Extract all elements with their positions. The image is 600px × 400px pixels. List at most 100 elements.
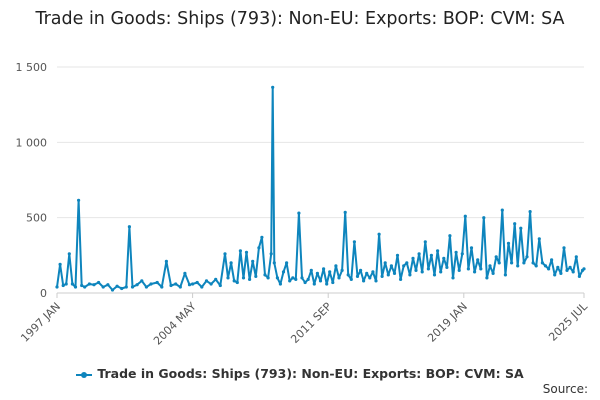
data-point[interactable] <box>556 265 560 269</box>
data-point[interactable] <box>260 235 264 239</box>
data-point[interactable] <box>322 267 326 271</box>
data-point[interactable] <box>519 226 523 230</box>
data-point[interactable] <box>64 282 68 286</box>
data-point[interactable] <box>124 285 128 289</box>
data-point[interactable] <box>460 252 464 256</box>
data-point[interactable] <box>187 283 192 287</box>
data-point[interactable] <box>571 270 575 274</box>
data-point[interactable] <box>423 240 427 244</box>
data-point[interactable] <box>281 270 286 274</box>
data-point[interactable] <box>365 271 369 275</box>
data-point[interactable] <box>110 288 115 292</box>
data-point[interactable] <box>312 282 316 286</box>
data-point[interactable] <box>420 270 424 274</box>
data-point[interactable] <box>272 261 276 265</box>
data-point[interactable] <box>482 216 486 220</box>
data-point[interactable] <box>439 270 443 274</box>
data-point[interactable] <box>67 252 71 256</box>
data-point[interactable] <box>451 276 455 280</box>
data-point[interactable] <box>399 277 403 281</box>
data-point[interactable] <box>275 276 279 280</box>
data-point[interactable] <box>183 271 187 275</box>
data-point[interactable] <box>248 277 252 281</box>
data-point[interactable] <box>485 276 489 280</box>
data-point[interactable] <box>195 280 199 285</box>
data-point[interactable] <box>130 285 135 289</box>
data-point[interactable] <box>463 214 467 218</box>
data-point[interactable] <box>337 276 341 280</box>
data-point[interactable] <box>303 280 307 285</box>
data-point[interactable] <box>155 280 159 285</box>
data-point[interactable] <box>106 283 110 287</box>
data-point[interactable] <box>500 208 504 212</box>
data-point[interactable] <box>101 285 105 289</box>
data-point[interactable] <box>355 274 360 278</box>
data-point[interactable] <box>254 274 258 278</box>
data-point[interactable] <box>374 279 378 283</box>
data-point[interactable] <box>408 273 412 277</box>
data-point[interactable] <box>120 286 124 291</box>
data-point[interactable] <box>531 261 535 265</box>
data-point[interactable] <box>77 198 81 202</box>
data-point[interactable] <box>144 285 148 289</box>
data-point[interactable] <box>226 276 230 280</box>
data-point[interactable] <box>392 271 397 275</box>
data-point[interactable] <box>432 273 437 277</box>
data-point[interactable] <box>426 267 430 271</box>
data-point[interactable] <box>87 282 91 286</box>
data-point[interactable] <box>362 279 366 283</box>
data-point[interactable] <box>334 264 338 268</box>
data-point[interactable] <box>73 285 78 289</box>
data-point[interactable] <box>383 261 387 265</box>
data-point[interactable] <box>294 277 298 281</box>
data-point[interactable] <box>516 264 520 268</box>
data-point[interactable] <box>346 273 350 277</box>
data-point[interactable] <box>510 261 514 265</box>
data-point[interactable] <box>229 261 233 265</box>
data-point[interactable] <box>297 211 301 215</box>
data-point[interactable] <box>445 265 449 269</box>
data-point[interactable] <box>359 268 363 272</box>
data-point[interactable] <box>395 253 400 257</box>
data-point[interactable] <box>442 256 446 260</box>
data-point[interactable] <box>191 282 195 286</box>
data-point[interactable] <box>97 280 101 285</box>
data-point[interactable] <box>473 270 477 274</box>
data-point[interactable] <box>318 279 323 283</box>
data-point[interactable] <box>402 264 406 268</box>
data-point[interactable] <box>263 273 267 277</box>
data-point[interactable] <box>218 283 222 288</box>
data-point[interactable] <box>306 277 310 281</box>
data-point[interactable] <box>200 285 204 289</box>
data-point[interactable] <box>269 252 273 256</box>
data-point[interactable] <box>577 274 582 278</box>
data-point[interactable] <box>169 283 173 288</box>
data-point[interactable] <box>241 276 246 280</box>
data-point[interactable] <box>559 271 563 275</box>
data-point[interactable] <box>349 277 353 281</box>
data-point[interactable] <box>209 282 213 286</box>
data-point[interactable] <box>469 246 474 250</box>
data-point[interactable] <box>266 276 270 280</box>
data-point[interactable] <box>127 225 131 229</box>
data-point[interactable] <box>414 268 418 272</box>
data-point[interactable] <box>300 276 304 280</box>
data-point[interactable] <box>547 267 551 271</box>
data-point[interactable] <box>328 270 332 274</box>
data-point[interactable] <box>377 232 381 236</box>
data-point[interactable] <box>537 237 541 241</box>
data-point[interactable] <box>417 252 421 256</box>
data-point[interactable] <box>340 268 344 272</box>
data-point[interactable] <box>238 249 242 253</box>
data-point[interactable] <box>494 255 498 259</box>
data-point[interactable] <box>479 267 483 271</box>
data-point[interactable] <box>80 283 84 288</box>
data-point[interactable] <box>58 262 62 266</box>
data-point[interactable] <box>92 283 96 287</box>
data-point[interactable] <box>429 253 433 257</box>
data-point[interactable] <box>309 268 313 272</box>
data-point[interactable] <box>466 267 470 271</box>
data-point[interactable] <box>565 268 569 272</box>
data-point[interactable] <box>352 240 356 244</box>
data-point[interactable] <box>380 274 384 278</box>
